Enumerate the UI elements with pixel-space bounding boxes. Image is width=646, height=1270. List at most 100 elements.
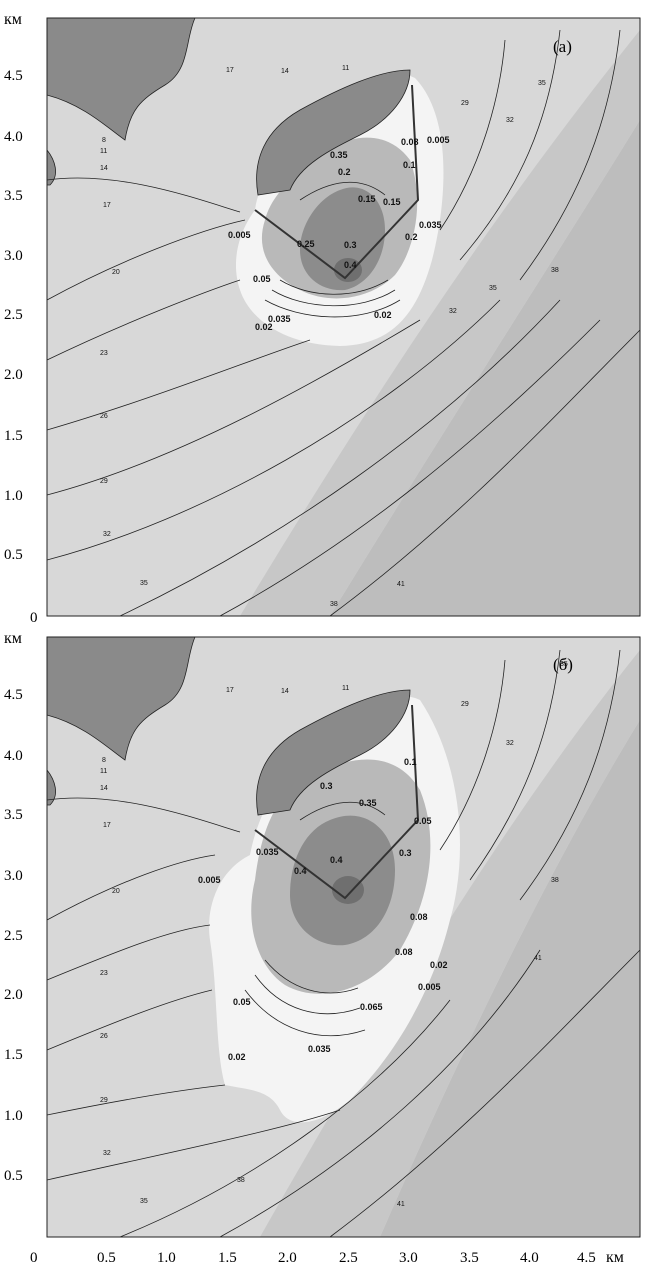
depth-label: 29 (100, 1097, 108, 1104)
conc-label: 0.02 (255, 322, 273, 332)
conc-label: 0.02 (374, 310, 392, 320)
conc-label: 0.15 (383, 197, 401, 207)
panel-b-y-tick: 4.5 (4, 687, 23, 703)
depth-label: 38 (330, 601, 338, 608)
conc-label: 0.005 (418, 982, 441, 992)
conc-label: 0.25 (297, 239, 315, 249)
depth-label: 32 (103, 1150, 111, 1157)
depth-label: 14 (100, 165, 108, 172)
x-axis: 0 0.5 1.0 1.5 2.0 2.5 3.0 3.5 4.0 4.5 км (30, 1249, 624, 1266)
depth-label: 35 (489, 285, 497, 292)
depth-label: 35 (140, 1198, 148, 1205)
panel-b-land-left (46, 636, 196, 761)
panel-b: км 4.5 4.0 3.5 3.0 2.5 2.0 1.5 1.0 0.5 (… (4, 630, 641, 1238)
conc-label: 0.3 (399, 848, 412, 858)
panel-b-deep-water (380, 720, 640, 1237)
depth-label: 26 (100, 1033, 108, 1040)
conc-label: 0.065 (360, 1002, 383, 1012)
panel-a-unit-label: км (4, 11, 22, 28)
panel-a-frame (46, 17, 641, 617)
x-tick: 2.0 (278, 1250, 297, 1266)
panel-b-y-tick: 2.0 (4, 987, 23, 1003)
depth-label: 29 (461, 100, 469, 107)
depth-label: 11 (100, 768, 107, 775)
panel-b-concentration-labels: 0.005 0.02 0.035 0.05 0.065 0.08 0.1 0.3… (198, 757, 448, 1062)
panel-b-land-spit (46, 768, 56, 806)
panel-b-unit-label: км (4, 630, 22, 647)
panel-a-depth-labels: 8 11 14 17 20 23 26 29 32 35 38 41 11 14… (100, 65, 559, 608)
depth-label: 32 (506, 740, 514, 747)
depth-label: 8 (102, 757, 106, 764)
conc-label: 0.005 (427, 135, 450, 145)
x-tick: 2.5 (339, 1250, 358, 1266)
conc-label: 0.4 (294, 866, 307, 876)
panel-b-plume-contours (244, 801, 386, 1037)
panel-b-depth-labels: 8 11 14 17 20 23 26 29 32 35 38 41 11 14… (100, 661, 568, 1208)
depth-label: 35 (538, 80, 546, 87)
depth-label: 29 (461, 701, 469, 708)
depth-label: 23 (100, 350, 108, 357)
x-tick: 4.5 (577, 1250, 596, 1266)
conc-label: 0.35 (359, 798, 377, 808)
panel-a-y-tick: 4.0 (4, 129, 23, 145)
depth-label: 38 (551, 267, 559, 274)
panel-b-y-tick: 2.5 (4, 928, 23, 944)
panel-a-y-tick: 3.5 (4, 188, 23, 204)
conc-label: 0.15 (358, 194, 376, 204)
panel-a-release-line (254, 84, 420, 280)
panel-a-plume-contours (264, 181, 401, 318)
conc-label: 0.05 (233, 997, 251, 1007)
panel-a-y-axis: км 4.5 4.0 3.5 3.0 2.5 2.0 1.5 1.0 0.5 0 (4, 11, 38, 626)
panel-a-land-left (46, 17, 196, 141)
depth-label: 38 (551, 877, 559, 884)
panel-b-y-tick: 1.5 (4, 1047, 23, 1063)
conc-label: 0.35 (330, 150, 348, 160)
panel-a-y-tick: 3.0 (4, 248, 23, 264)
x-axis-unit-label: км (606, 1249, 624, 1266)
panel-b-plume-peak (332, 876, 364, 904)
panel-b-tag: (б) (553, 655, 573, 674)
conc-label: 0.02 (430, 960, 448, 970)
conc-label: 0.035 (419, 220, 442, 230)
panel-a-y-tick: 0.5 (4, 547, 23, 563)
x-tick: 3.5 (460, 1250, 479, 1266)
panel-a-y-tick: 2.0 (4, 367, 23, 383)
depth-label: 41 (534, 955, 542, 962)
panel-b-land-island (256, 689, 411, 816)
panel-b-y-tick: 1.0 (4, 1108, 23, 1124)
conc-label: 0.4 (344, 260, 357, 270)
conc-label: 0.4 (330, 855, 343, 865)
depth-label: 11 (342, 65, 349, 72)
conc-label: 0.3 (344, 240, 357, 250)
conc-label: 0.08 (410, 912, 428, 922)
x-tick: 1.5 (218, 1250, 237, 1266)
panel-a-land-island (256, 69, 411, 196)
x-tick: 0.5 (97, 1250, 116, 1266)
panel-a-land-spit (46, 148, 56, 186)
depth-label: 41 (397, 1201, 405, 1208)
conc-label: 0.035 (308, 1044, 331, 1054)
x-tick: 4.0 (520, 1250, 539, 1266)
depth-label: 17 (226, 687, 234, 694)
panel-b-y-axis: км 4.5 4.0 3.5 3.0 2.5 2.0 1.5 1.0 0.5 (4, 630, 23, 1184)
panel-a-y-tick: 1.5 (4, 428, 23, 444)
x-tick: 0 (30, 1250, 38, 1266)
depth-label: 35 (560, 661, 568, 668)
panel-a-plume-core (300, 187, 385, 291)
conc-label: 0.05 (253, 274, 271, 284)
depth-label: 23 (100, 970, 108, 977)
panel-a-depth-contours (46, 29, 641, 617)
depth-label: 14 (281, 68, 289, 75)
panel-b-release-line (254, 704, 420, 900)
depth-label: 41 (397, 581, 405, 588)
panel-a-y-tick: 2.5 (4, 307, 23, 323)
panel-a-mid-water (240, 30, 640, 616)
panel-a: км 4.5 4.0 3.5 3.0 2.5 2.0 1.5 1.0 0.5 0… (4, 11, 641, 626)
panel-a-tag: (а) (553, 37, 572, 56)
conc-label: 0.035 (268, 314, 291, 324)
depth-label: 17 (103, 202, 111, 209)
depth-label: 17 (103, 822, 111, 829)
conc-label: 0.005 (228, 230, 251, 240)
depth-label: 8 (102, 137, 106, 144)
depth-label: 32 (103, 531, 111, 538)
